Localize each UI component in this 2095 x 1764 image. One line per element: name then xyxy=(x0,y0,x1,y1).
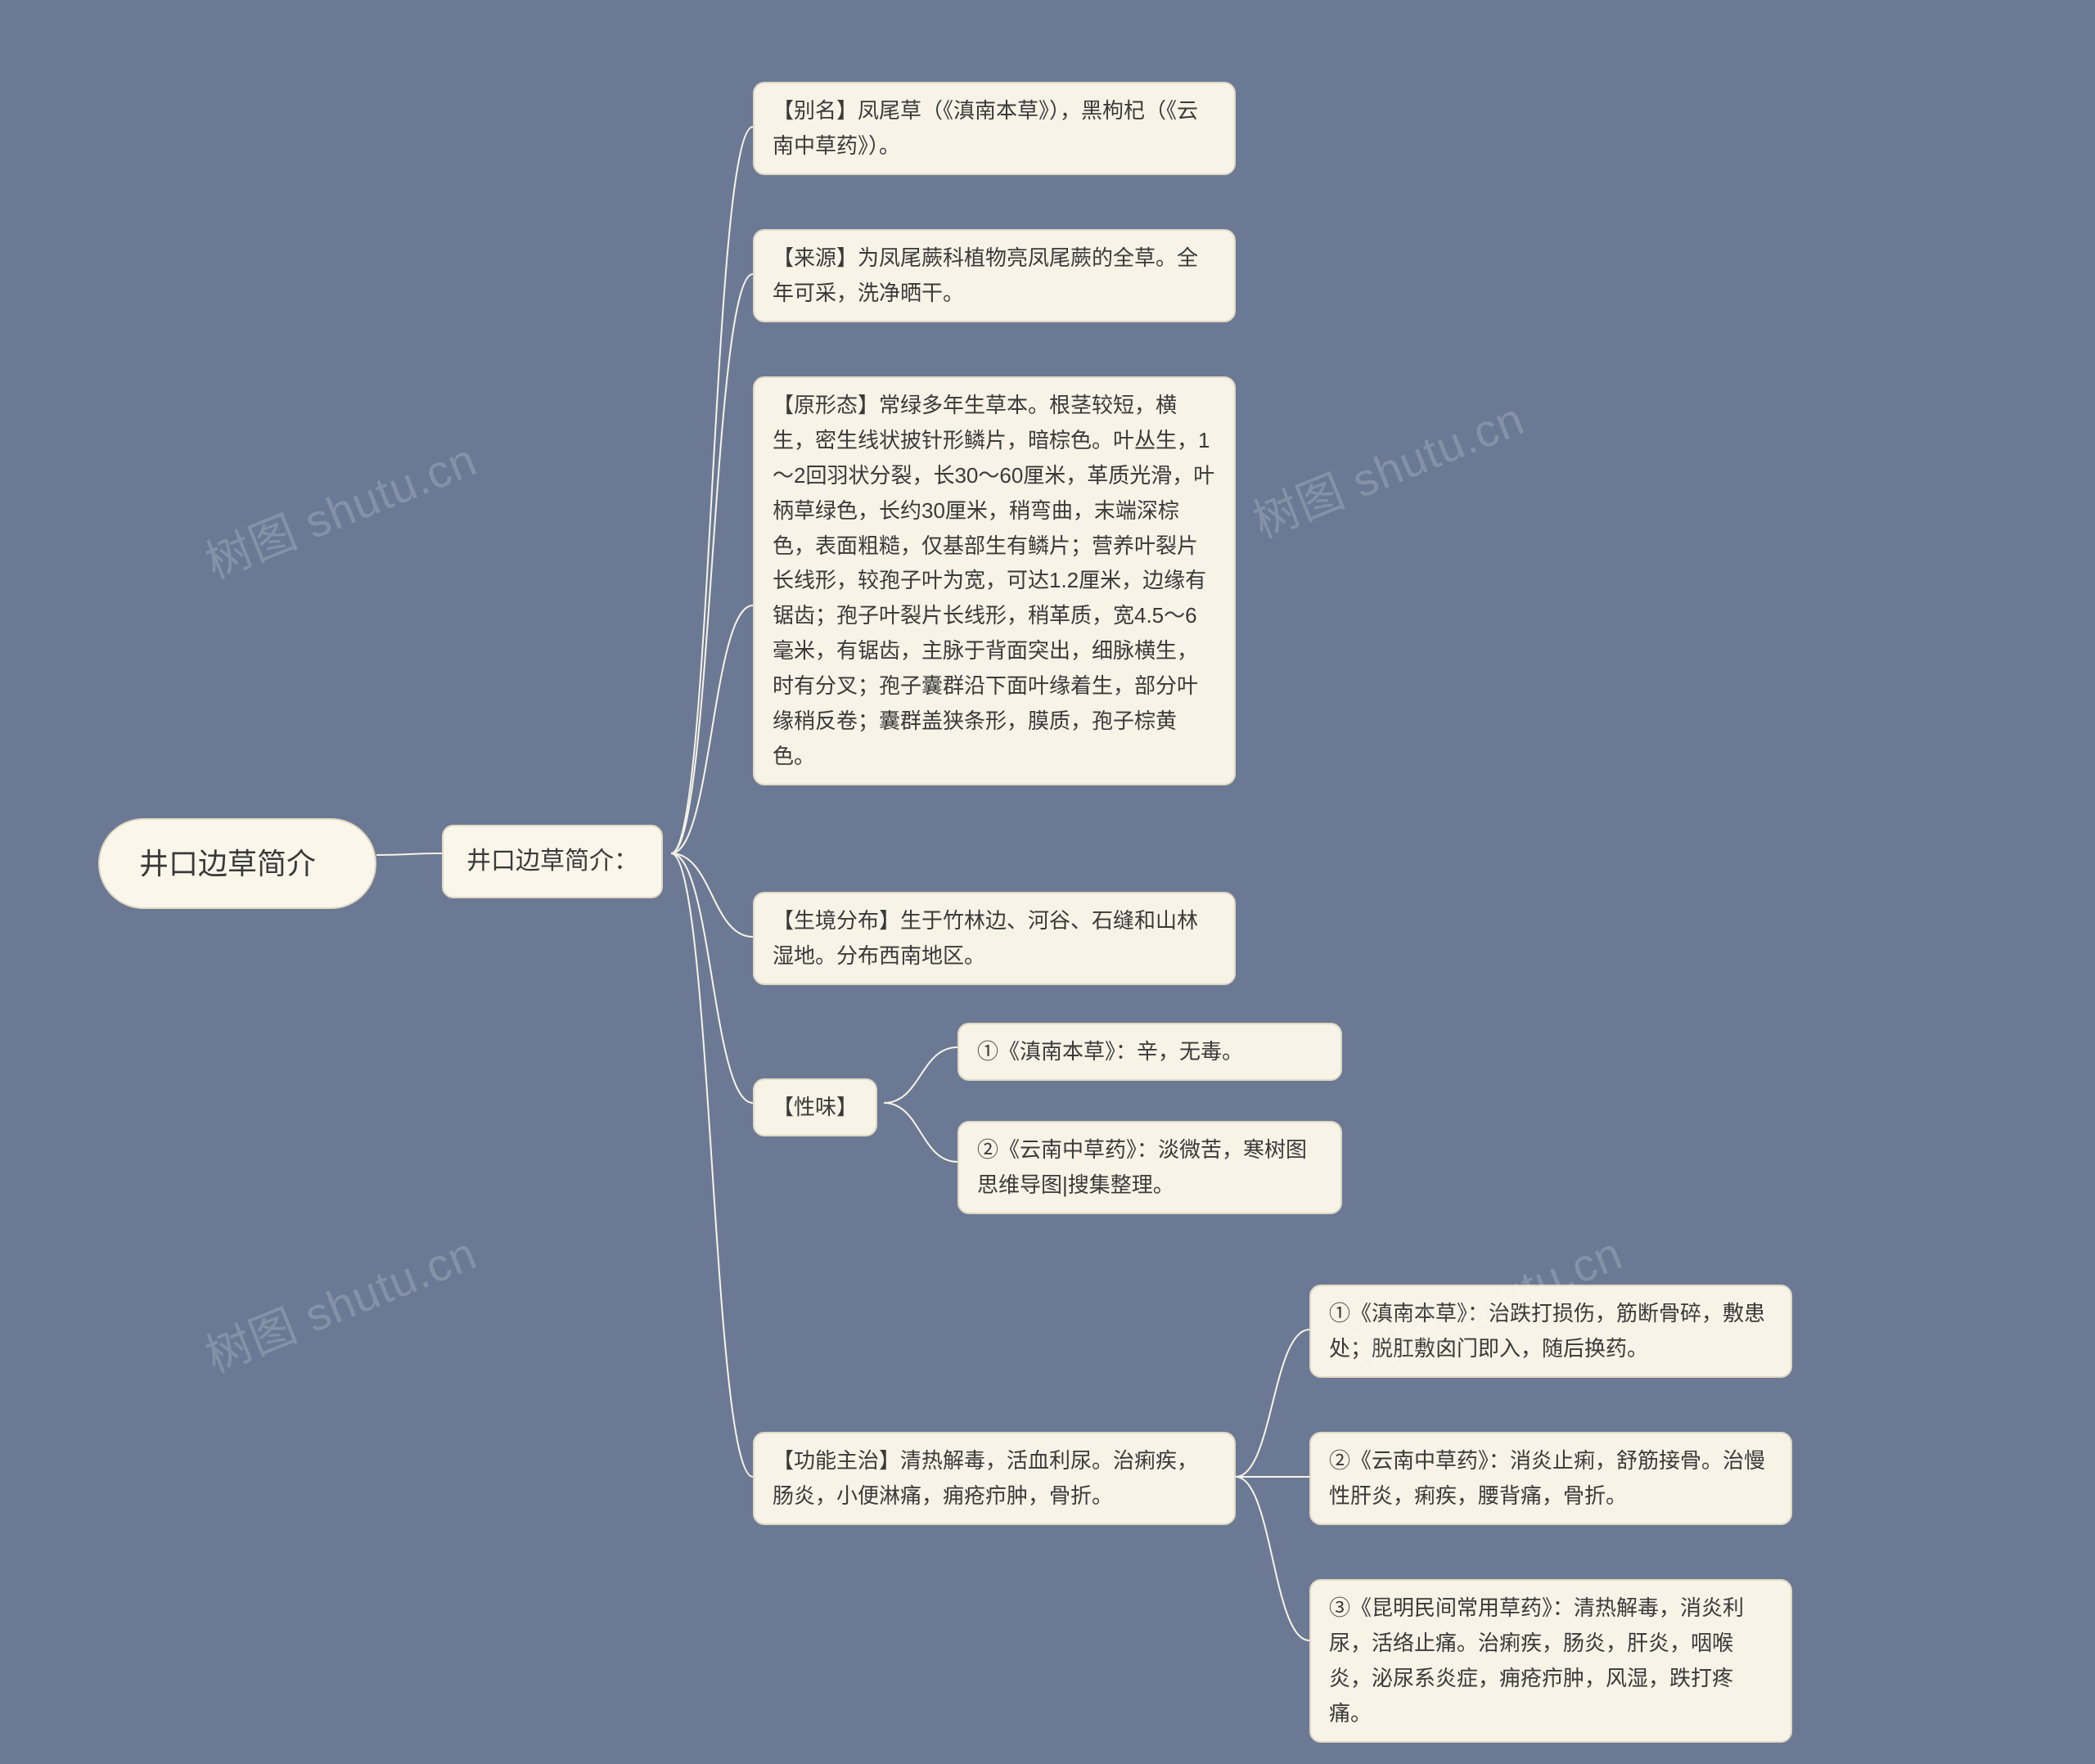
node-text: 【别名】凤尾草（《滇南本草》），黑枸杞（《云南中草药》）。 xyxy=(773,98,1198,158)
node-text: 【生境分布】生于竹林边、河谷、石缝和山林湿地。分布西南地区。 xyxy=(773,908,1198,968)
node-text: 【功能主治】清热解毒，活血利尿。治痢疾，肠炎，小便淋痛，痈疮疖肿，骨折。 xyxy=(773,1448,1198,1508)
node-taste-child[interactable]: ①《滇南本草》：辛，无毒。 xyxy=(957,1023,1342,1081)
node-habitat[interactable]: 【生境分布】生于竹林边、河谷、石缝和山林湿地。分布西南地区。 xyxy=(753,892,1236,985)
node-taste[interactable]: 【性味】 xyxy=(753,1078,877,1136)
node-morph[interactable]: 【原形态】常绿多年生草本。根茎较短，横生，密生线状披针形鳞片，暗棕色。叶丛生，1… xyxy=(753,376,1236,785)
mindmap-root[interactable]: 井口边草简介 xyxy=(98,818,376,909)
node-function-child[interactable]: ②《云南中草药》：消炎止痢，舒筋接骨。治慢性肝炎，痢疾，腰背痛，骨折。 xyxy=(1309,1432,1792,1525)
node-source[interactable]: 【来源】为凤尾蕨科植物亮凤尾蕨的全草。全年可采，洗净晒干。 xyxy=(753,229,1236,322)
node-text: 【来源】为凤尾蕨科植物亮凤尾蕨的全草。全年可采，洗净晒干。 xyxy=(773,245,1198,305)
node-alias[interactable]: 【别名】凤尾草（《滇南本草》），黑枸杞（《云南中草药》）。 xyxy=(753,82,1236,175)
node-text: ③《昆明民间常用草药》：清热解毒，消炎利尿，活络止痛。治痢疾，肠炎，肝炎，咽喉炎… xyxy=(1329,1595,1744,1726)
node-function-child[interactable]: ①《滇南本草》：治跌打损伤，筋断骨碎，敷患处；脱肛敷囟门即入，随后换药。 xyxy=(1309,1285,1792,1378)
node-function-child[interactable]: ③《昆明民间常用草药》：清热解毒，消炎利尿，活络止痛。治痢疾，肠炎，肝炎，咽喉炎… xyxy=(1309,1579,1792,1743)
node-text: ①《滇南本草》：辛，无毒。 xyxy=(977,1039,1243,1064)
node-text: 【性味】 xyxy=(773,1095,858,1119)
level1-label: 井口边草简介： xyxy=(466,848,638,875)
node-text: ②《云南中草药》：消炎止痢，舒筋接骨。治慢性肝炎，痢疾，腰背痛，骨折。 xyxy=(1329,1448,1765,1508)
mindmap-level1[interactable]: 井口边草简介： xyxy=(442,825,663,898)
node-function[interactable]: 【功能主治】清热解毒，活血利尿。治痢疾，肠炎，小便淋痛，痈疮疖肿，骨折。 xyxy=(753,1432,1236,1525)
node-text: ②《云南中草药》：淡微苦，寒树图思维导图|搜集整理。 xyxy=(977,1137,1307,1197)
node-taste-child[interactable]: ②《云南中草药》：淡微苦，寒树图思维导图|搜集整理。 xyxy=(957,1121,1342,1214)
node-text: ①《滇南本草》：治跌打损伤，筋断骨碎，敷患处；脱肛敷囟门即入，随后换药。 xyxy=(1329,1301,1765,1361)
node-text: 【原形态】常绿多年生草本。根茎较短，横生，密生线状披针形鳞片，暗棕色。叶丛生，1… xyxy=(773,393,1214,768)
root-label: 井口边草简介 xyxy=(139,847,316,880)
